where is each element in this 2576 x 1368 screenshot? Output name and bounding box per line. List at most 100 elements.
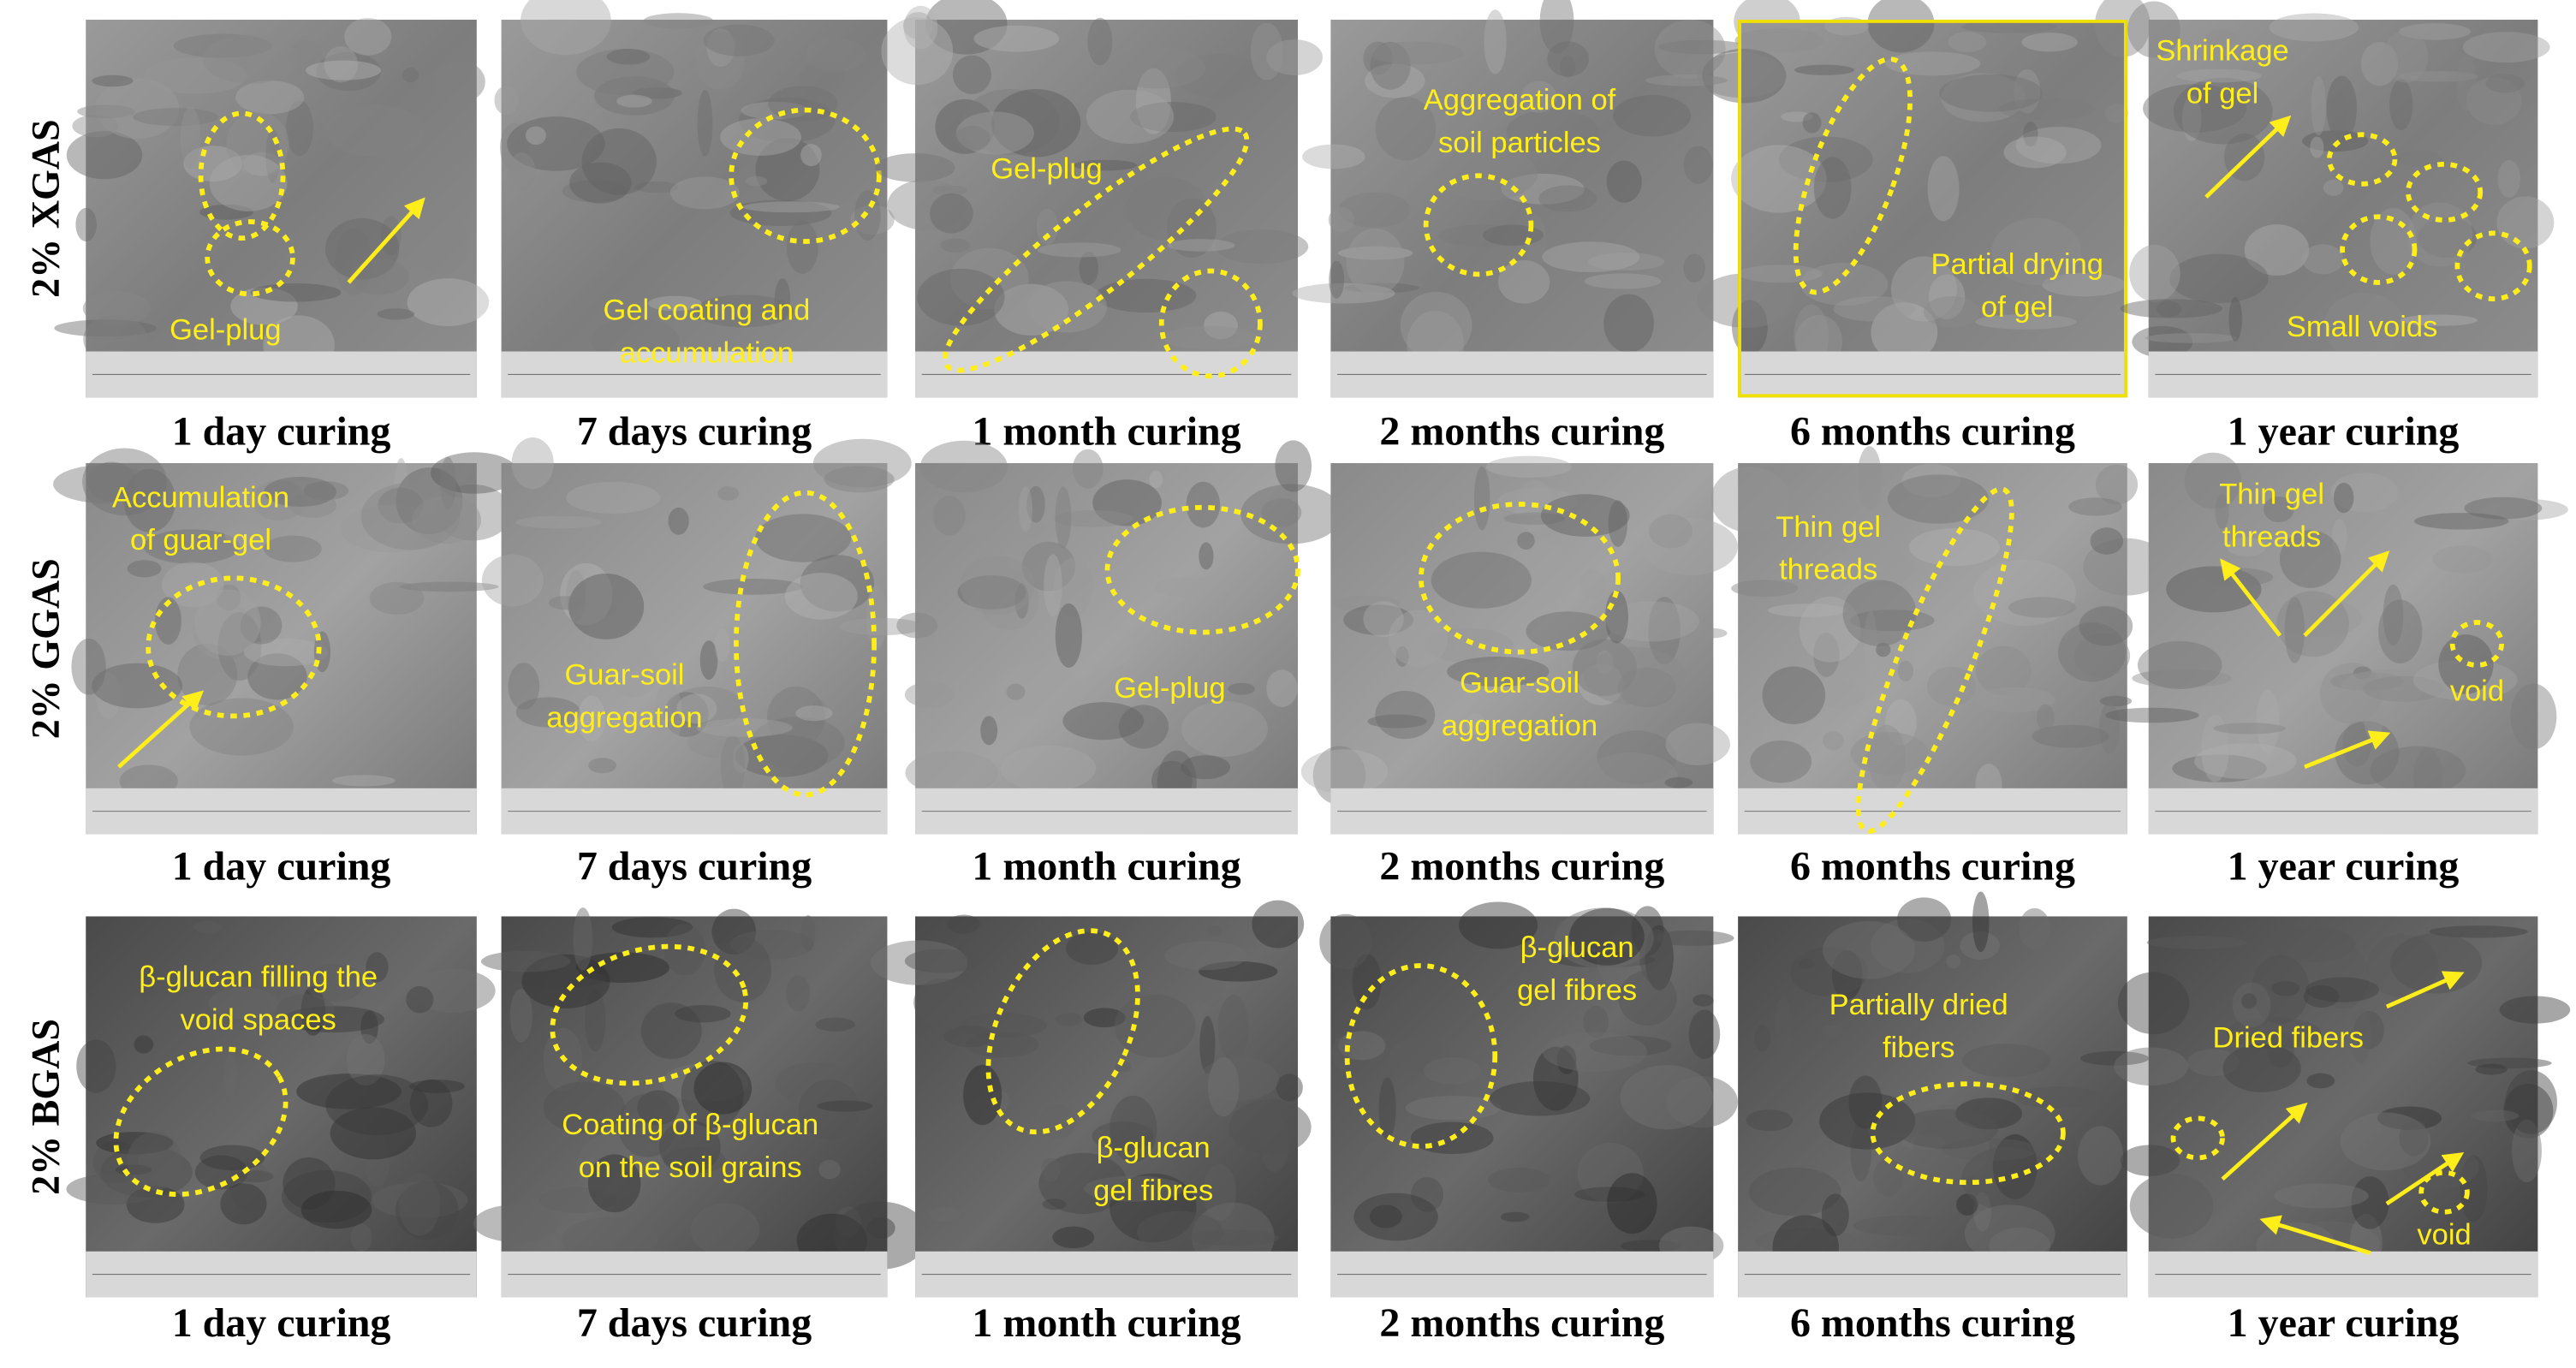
texture <box>2146 936 2248 949</box>
texture <box>2464 497 2543 520</box>
texture <box>1643 518 1738 576</box>
texture <box>1923 295 1980 328</box>
texture <box>2323 292 2405 360</box>
texture <box>2412 659 2518 700</box>
texture <box>1542 1032 1648 1073</box>
texture <box>1665 723 1730 766</box>
annotation: of guar-gel <box>130 524 271 556</box>
texture <box>2466 77 2522 125</box>
texture <box>2271 980 2300 996</box>
texture <box>2340 1112 2431 1171</box>
annotation: Gel-plug <box>1114 672 1225 705</box>
texture <box>1038 1152 1127 1215</box>
texture <box>693 1062 753 1115</box>
texture <box>2099 695 2133 707</box>
texture <box>952 55 991 94</box>
texture <box>1520 80 1557 113</box>
texture <box>1775 996 1792 1059</box>
texture <box>1186 481 1221 528</box>
texture <box>1424 627 1514 663</box>
texture <box>1556 1045 1577 1074</box>
texture <box>1973 559 2077 626</box>
texture <box>360 482 461 550</box>
texture <box>2413 513 2509 530</box>
texture <box>1584 646 1686 705</box>
texture <box>1485 455 1572 478</box>
texture <box>1052 1226 1095 1249</box>
panel-caption: 6 months curing <box>1790 408 2075 454</box>
texture <box>637 1090 680 1126</box>
texture <box>2232 982 2271 1028</box>
texture <box>1781 111 1813 122</box>
annotation: Partial drying <box>1931 248 2103 281</box>
arrow <box>2303 550 2390 638</box>
texture <box>1867 724 1907 791</box>
texture <box>2326 75 2358 141</box>
texture <box>396 1181 459 1240</box>
annotation: β-glucan <box>1520 931 1634 964</box>
texture <box>95 78 180 140</box>
texture <box>2330 473 2399 513</box>
texture <box>1607 1173 1657 1234</box>
texture <box>1896 897 1952 942</box>
texture <box>143 57 248 94</box>
texture <box>1203 1163 1236 1221</box>
arrow <box>347 197 425 284</box>
panel-caption: 2 months curing <box>1379 1300 1664 1346</box>
texture <box>1946 955 1961 969</box>
texture <box>138 960 155 1002</box>
texture <box>1693 994 1714 1007</box>
texture <box>917 268 1005 326</box>
annotation: aggregation <box>1442 710 1597 742</box>
texture <box>1964 1204 2055 1263</box>
texture <box>1275 440 1312 492</box>
texture <box>1620 1240 1681 1252</box>
texture <box>1617 667 1676 708</box>
micrograph <box>915 462 1299 835</box>
texture <box>2351 1008 2371 1064</box>
texture <box>786 975 811 1012</box>
texture <box>569 162 632 204</box>
texture <box>1073 159 1138 171</box>
texture <box>1890 256 1957 322</box>
texture <box>1482 224 1544 246</box>
texture <box>372 1181 468 1219</box>
texture <box>230 287 298 325</box>
texture <box>287 39 324 76</box>
texture <box>1497 487 1578 516</box>
texture <box>576 49 675 96</box>
texture <box>1110 1173 1197 1243</box>
texture <box>1114 994 1196 1058</box>
texture <box>2090 527 2124 555</box>
dashed-ellipse <box>2326 132 2398 187</box>
texture <box>193 920 222 934</box>
texture <box>1613 94 1692 137</box>
texture <box>800 144 822 167</box>
texture <box>562 180 628 203</box>
texture <box>1395 645 1409 667</box>
texture <box>2129 1173 2214 1239</box>
texture <box>324 45 359 83</box>
texture <box>173 33 272 58</box>
texture <box>1603 294 1654 354</box>
sem-panel: Dried fibers void <box>2114 916 2571 1298</box>
texture <box>1746 1109 1794 1132</box>
texture <box>606 48 651 65</box>
texture <box>1941 73 2026 122</box>
micrograph <box>1330 20 1714 398</box>
texture <box>2132 669 2232 688</box>
texture <box>66 131 143 180</box>
texture <box>594 267 650 309</box>
texture <box>1095 278 1197 313</box>
texture <box>1077 626 1135 669</box>
texture <box>2099 701 2121 754</box>
texture <box>1867 0 1935 53</box>
dashed-ellipse <box>729 107 882 244</box>
texture <box>1794 64 1855 75</box>
panel-caption: 1 year curing <box>2228 844 2460 889</box>
texture <box>1506 110 1599 153</box>
texture <box>663 924 706 976</box>
texture <box>994 663 1084 718</box>
texture <box>1542 92 1597 114</box>
texture <box>866 1216 895 1240</box>
